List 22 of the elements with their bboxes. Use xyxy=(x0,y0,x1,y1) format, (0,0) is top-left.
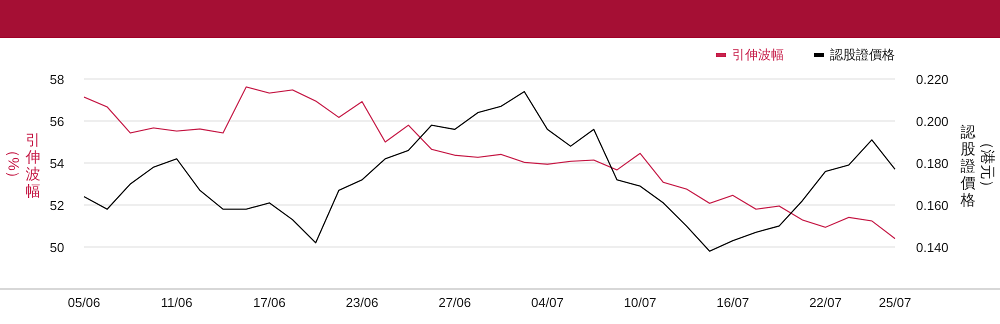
x-tick-label: 16/07 xyxy=(716,295,750,310)
x-tick-label: 05/06 xyxy=(68,295,100,310)
y2-tick-label: 0.200 xyxy=(916,114,949,129)
y2-tick-label: 0.140 xyxy=(916,240,949,255)
y2-tick-label: 0.180 xyxy=(916,156,949,171)
x-tick-label: 11/06 xyxy=(160,295,192,310)
y-tick-label: 52 xyxy=(50,198,64,213)
x-tick-label: 17/06 xyxy=(253,295,286,310)
x-tick-label: 22/07 xyxy=(809,295,842,310)
y-tick-label: 58 xyxy=(50,72,64,87)
x-tick-label: 10/07 xyxy=(624,295,656,310)
y-tick-label: 54 xyxy=(50,156,64,171)
legend-label: 認股證價格 xyxy=(830,47,895,62)
x-tick-label: 23/06 xyxy=(346,295,378,310)
y2-tick-label: 0.220 xyxy=(916,72,949,87)
legend-label: 引伸波幅 xyxy=(732,47,784,62)
y-tick-label: 56 xyxy=(50,114,64,129)
y2-tick-label: 0.160 xyxy=(916,198,949,213)
y-tick-label: 50 xyxy=(50,240,64,255)
x-tick-label: 04/07 xyxy=(531,295,564,310)
x-tick-label: 27/06 xyxy=(438,295,472,310)
x-tick-label: 25/07 xyxy=(878,295,912,310)
